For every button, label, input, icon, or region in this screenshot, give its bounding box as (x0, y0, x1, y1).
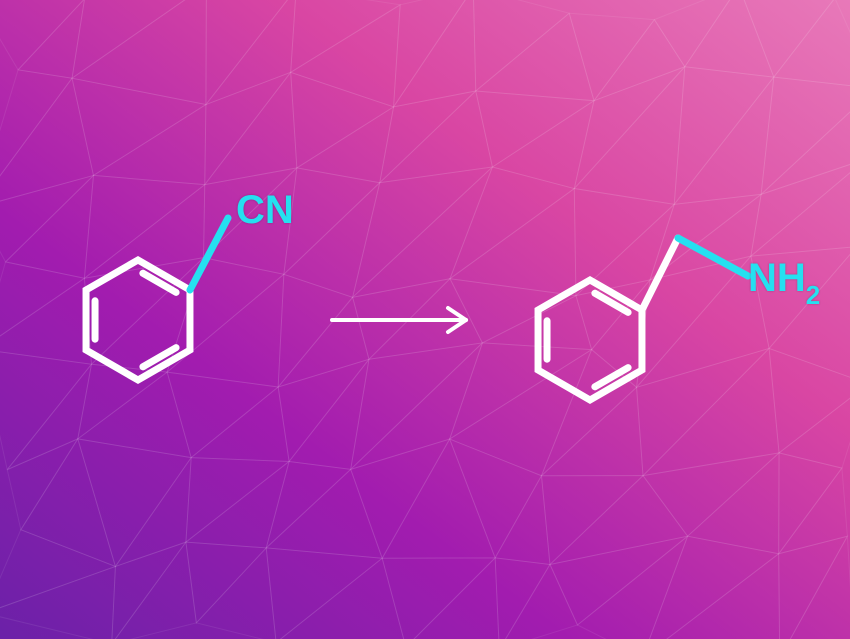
reaction-diagram: CN NH2 (0, 0, 850, 639)
amine-label-main: NH (748, 256, 806, 300)
amine-label-sub: 2 (806, 280, 820, 310)
nitrile-label: CN (236, 188, 294, 233)
diagram-svg (0, 0, 850, 639)
amine-label: NH2 (748, 256, 820, 307)
